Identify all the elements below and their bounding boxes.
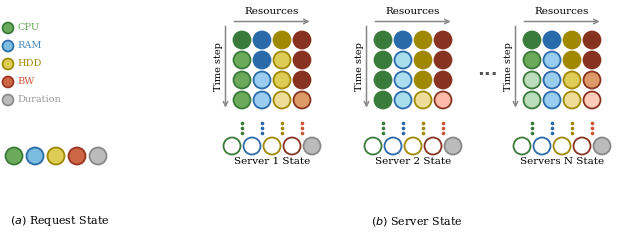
Text: Time step: Time step <box>355 43 364 91</box>
Circle shape <box>90 148 106 164</box>
Text: Time step: Time step <box>504 43 513 91</box>
Circle shape <box>424 138 442 154</box>
Circle shape <box>273 91 291 109</box>
Circle shape <box>374 91 392 109</box>
Circle shape <box>294 31 310 49</box>
Circle shape <box>284 138 301 154</box>
Text: $(b)$ Server State: $(b)$ Server State <box>371 215 463 228</box>
Circle shape <box>573 138 591 154</box>
Circle shape <box>563 51 580 69</box>
Circle shape <box>524 31 541 49</box>
Circle shape <box>3 76 13 88</box>
Circle shape <box>3 40 13 51</box>
Circle shape <box>273 51 291 69</box>
Circle shape <box>524 71 541 89</box>
Circle shape <box>543 31 561 49</box>
Circle shape <box>294 71 310 89</box>
Text: Duration: Duration <box>17 95 61 104</box>
Circle shape <box>68 148 86 164</box>
Text: RAM: RAM <box>17 41 42 50</box>
Text: Server 1 State: Server 1 State <box>234 158 310 167</box>
Text: CPU: CPU <box>17 24 40 33</box>
Circle shape <box>374 51 392 69</box>
Circle shape <box>234 91 250 109</box>
Circle shape <box>3 94 13 105</box>
Circle shape <box>234 31 250 49</box>
Text: Time step: Time step <box>214 43 223 91</box>
Circle shape <box>415 31 431 49</box>
Circle shape <box>6 148 22 164</box>
Circle shape <box>3 59 13 69</box>
Circle shape <box>394 71 412 89</box>
Circle shape <box>543 71 561 89</box>
Circle shape <box>513 138 531 154</box>
Circle shape <box>3 23 13 34</box>
Circle shape <box>253 71 271 89</box>
Circle shape <box>365 138 381 154</box>
Text: Server 2 State: Server 2 State <box>375 158 451 167</box>
Text: Resources: Resources <box>386 8 440 16</box>
Text: $(a)$ Request State: $(a)$ Request State <box>10 214 110 228</box>
Circle shape <box>243 138 260 154</box>
Circle shape <box>435 71 451 89</box>
Circle shape <box>435 91 451 109</box>
Text: Resources: Resources <box>245 8 299 16</box>
Circle shape <box>415 91 431 109</box>
Circle shape <box>234 51 250 69</box>
Text: ...: ... <box>477 61 498 79</box>
Circle shape <box>374 71 392 89</box>
Text: Resources: Resources <box>535 8 589 16</box>
Circle shape <box>543 91 561 109</box>
Circle shape <box>394 31 412 49</box>
Circle shape <box>303 138 321 154</box>
Circle shape <box>435 51 451 69</box>
Circle shape <box>294 51 310 69</box>
Circle shape <box>273 31 291 49</box>
Circle shape <box>253 51 271 69</box>
Circle shape <box>543 51 561 69</box>
Circle shape <box>394 91 412 109</box>
Circle shape <box>593 138 611 154</box>
Circle shape <box>554 138 570 154</box>
Circle shape <box>563 31 580 49</box>
Circle shape <box>435 31 451 49</box>
Circle shape <box>524 91 541 109</box>
Circle shape <box>234 71 250 89</box>
Circle shape <box>253 91 271 109</box>
Circle shape <box>415 71 431 89</box>
Circle shape <box>563 91 580 109</box>
Circle shape <box>584 91 600 109</box>
Circle shape <box>584 71 600 89</box>
Circle shape <box>253 31 271 49</box>
Text: HDD: HDD <box>17 60 42 69</box>
Circle shape <box>394 51 412 69</box>
Text: BW: BW <box>17 78 35 86</box>
Circle shape <box>524 51 541 69</box>
Circle shape <box>26 148 44 164</box>
Circle shape <box>534 138 550 154</box>
Circle shape <box>47 148 65 164</box>
Circle shape <box>264 138 280 154</box>
Circle shape <box>273 71 291 89</box>
Circle shape <box>584 31 600 49</box>
Circle shape <box>223 138 241 154</box>
Circle shape <box>584 51 600 69</box>
Circle shape <box>404 138 422 154</box>
Circle shape <box>563 71 580 89</box>
Circle shape <box>445 138 461 154</box>
Circle shape <box>374 31 392 49</box>
Text: Servers N State: Servers N State <box>520 158 604 167</box>
Circle shape <box>415 51 431 69</box>
Circle shape <box>294 91 310 109</box>
Circle shape <box>385 138 401 154</box>
